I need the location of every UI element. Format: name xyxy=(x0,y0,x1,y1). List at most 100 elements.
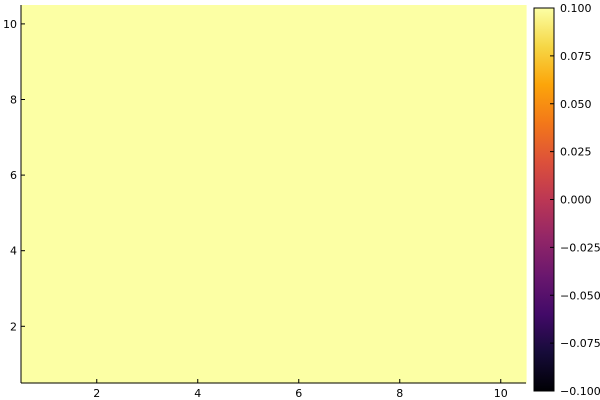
heatmap-cell xyxy=(324,307,376,346)
heatmap-cell xyxy=(21,345,73,384)
heatmap-cell xyxy=(172,5,224,44)
heatmap-cell xyxy=(273,156,325,195)
heatmap-cell xyxy=(273,80,325,119)
heatmap-cell xyxy=(172,231,224,271)
heatmap-cell xyxy=(324,345,376,384)
heatmap-cell xyxy=(425,118,477,157)
heatmap-cell xyxy=(71,269,123,308)
heatmap-cell xyxy=(324,5,376,44)
heatmap-cell xyxy=(71,5,123,44)
heatmap-cell xyxy=(172,42,224,82)
colorbar-tick-label: −0.050 xyxy=(560,289,600,302)
heatmap-cell xyxy=(21,5,73,44)
heatmap-cell xyxy=(172,156,224,195)
heatmap-cell xyxy=(374,231,426,271)
heatmap-cell xyxy=(475,5,527,44)
heatmap-cell xyxy=(172,118,224,157)
heatmap-cell xyxy=(374,269,426,308)
heatmap-cell xyxy=(475,345,527,384)
heatmap-cell xyxy=(172,80,224,119)
heatmap-cell xyxy=(374,42,426,82)
heatmap-cell xyxy=(21,194,73,233)
heatmap-cell xyxy=(273,42,325,82)
colorbar-tick-label: −0.075 xyxy=(560,337,600,350)
colorbar xyxy=(534,8,554,391)
heatmap-cell xyxy=(273,5,325,44)
heatmap-cell xyxy=(71,42,123,82)
heatmap-cell xyxy=(223,269,275,308)
heatmap-cell xyxy=(374,156,426,195)
heatmap-cell xyxy=(273,269,325,308)
heatmap-cell xyxy=(475,194,527,233)
heatmap-cell xyxy=(273,345,325,384)
colorbar-tick-label: 0.100 xyxy=(560,2,592,15)
heatmap-cell xyxy=(374,5,426,44)
heatmap-cell xyxy=(71,307,123,346)
heatmap-cell xyxy=(273,118,325,157)
heatmap-cell xyxy=(273,307,325,346)
x-tick-label: 8 xyxy=(396,387,403,400)
heatmap-cell xyxy=(425,80,477,119)
heatmap-cell xyxy=(71,118,123,157)
heatmap-cell xyxy=(21,156,73,195)
x-tick-label: 2 xyxy=(93,387,100,400)
heatmap-cell xyxy=(122,118,174,157)
heatmap-cell xyxy=(425,42,477,82)
heatmap-cell xyxy=(71,345,123,384)
heatmap-cell xyxy=(21,80,73,119)
heatmap-cell xyxy=(273,194,325,233)
heatmap-cell xyxy=(122,5,174,44)
heatmap-cell xyxy=(223,118,275,157)
heatmap-cell xyxy=(425,231,477,271)
colorbar-tick-label: 0.050 xyxy=(560,98,592,111)
colorbar-tick-label: −0.100 xyxy=(560,385,600,398)
heatmap-cell xyxy=(223,231,275,271)
y-tick-label: 8 xyxy=(10,94,17,107)
heatmap-cell xyxy=(425,5,477,44)
heatmap-cell xyxy=(425,269,477,308)
heatmap-cell xyxy=(21,42,73,82)
heatmap-cell xyxy=(172,194,224,233)
heatmap-cell xyxy=(172,307,224,346)
heatmap-cell xyxy=(425,307,477,346)
heatmap-cell xyxy=(172,345,224,384)
heatmap-cell xyxy=(324,156,376,195)
heatmap-cell xyxy=(475,118,527,157)
x-tick-label: 4 xyxy=(194,387,201,400)
heatmap-cell xyxy=(475,307,527,346)
heatmap-cell xyxy=(374,307,426,346)
heatmap-cell xyxy=(374,345,426,384)
heatmap-cell xyxy=(71,231,123,271)
heatmap-cell xyxy=(21,269,73,308)
heatmap-cell xyxy=(21,307,73,346)
y-tick-label: 4 xyxy=(10,245,17,258)
heatmap-cell xyxy=(223,80,275,119)
heatmap-cell xyxy=(223,194,275,233)
colorbar-tick-label: 0.075 xyxy=(560,50,592,63)
colorbar-tick-label: −0.025 xyxy=(560,241,600,254)
heatmap-cell xyxy=(21,231,73,271)
colorbar-tick-label: 0.025 xyxy=(560,146,592,159)
heatmap-cell xyxy=(122,307,174,346)
heatmap-cell xyxy=(122,231,174,271)
heatmap-cell xyxy=(21,118,73,157)
heatmap-cell xyxy=(324,118,376,157)
heatmap-cell xyxy=(374,118,426,157)
colorbar-tick-label: 0.000 xyxy=(560,194,592,207)
heatmap-cell xyxy=(475,80,527,119)
heatmap-cell xyxy=(172,269,224,308)
heatmap-cell xyxy=(122,345,174,384)
heatmap-cell xyxy=(122,42,174,82)
heatmap-cell xyxy=(374,194,426,233)
heatmap-cell xyxy=(425,194,477,233)
heatmap-cell xyxy=(475,156,527,195)
heatmap-cell xyxy=(475,269,527,308)
y-tick-label: 2 xyxy=(10,320,17,333)
heatmap-cells xyxy=(21,5,527,384)
heatmap-cell xyxy=(425,156,477,195)
heatmap-cell xyxy=(122,80,174,119)
heatmap-cell xyxy=(324,194,376,233)
heatmap-cell xyxy=(71,194,123,233)
x-axis-ticks: 2 4 6 8 10 xyxy=(93,379,508,400)
